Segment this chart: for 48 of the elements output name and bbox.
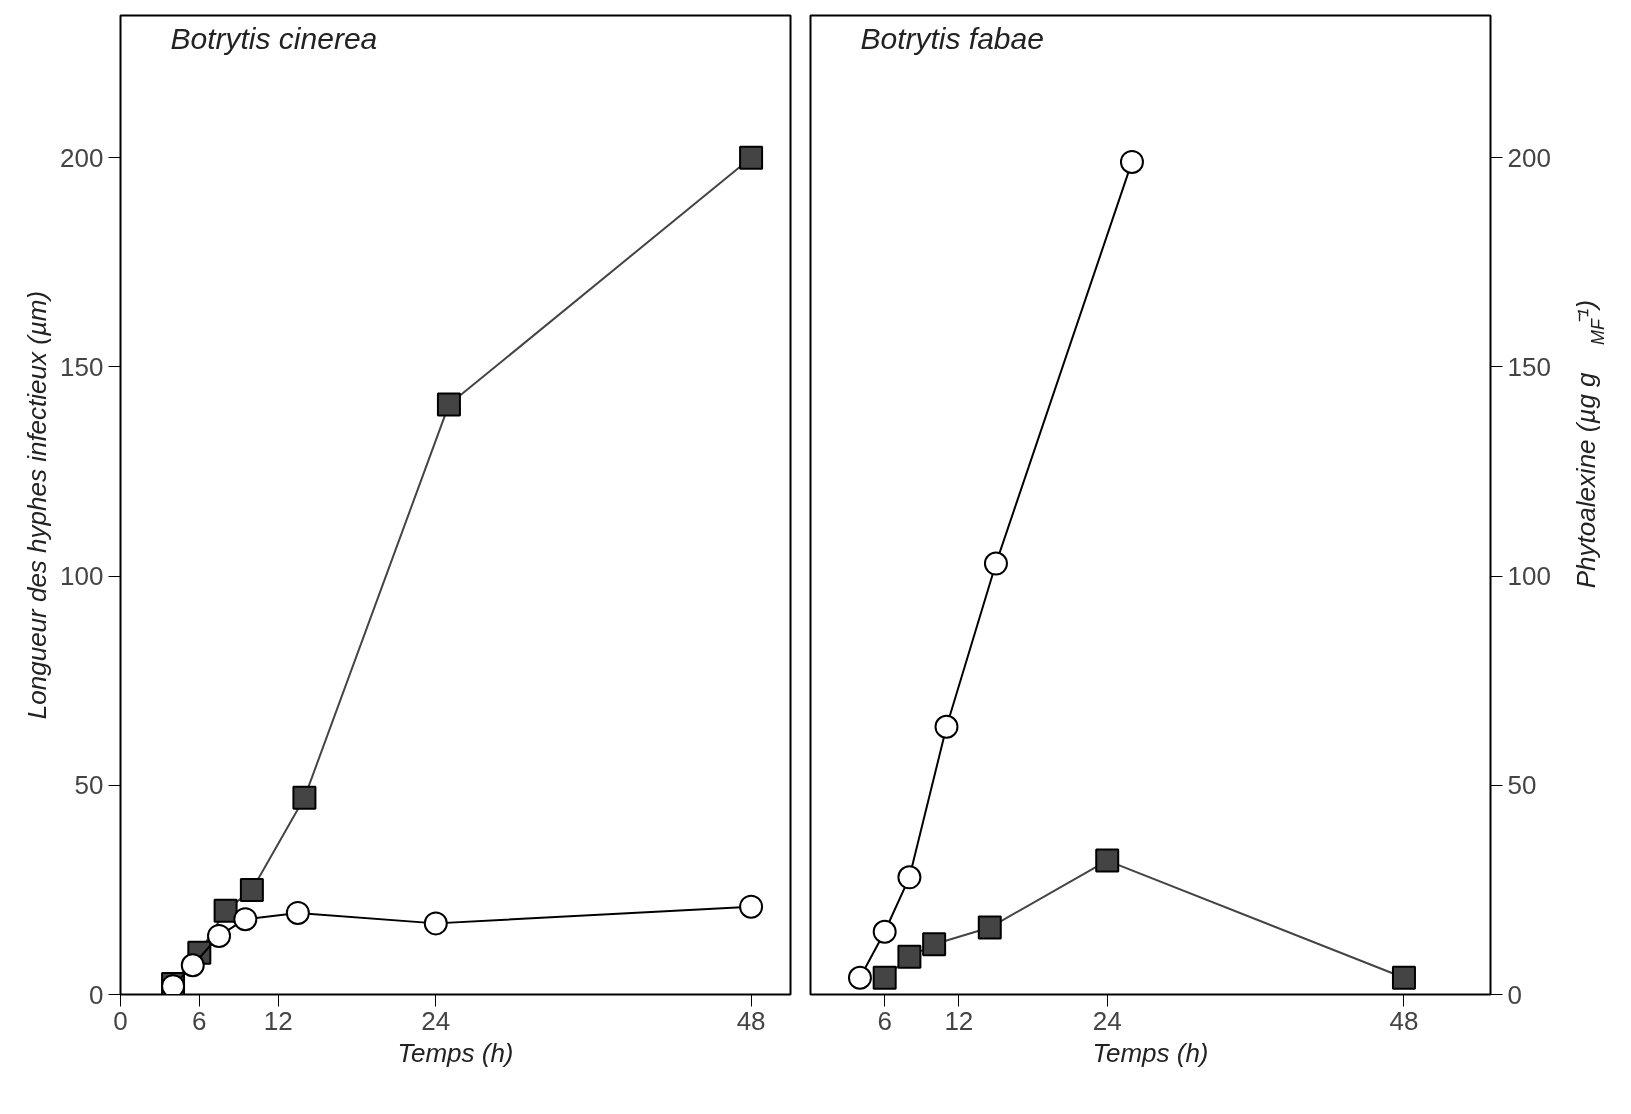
point (739, 894, 764, 919)
y2-axis-title: Phytoalexine (µg gMF⁻¹) (1570, 299, 1608, 589)
point (897, 944, 922, 969)
point (180, 953, 205, 978)
x-axis-title: Temps (h) (1092, 1037, 1209, 1068)
point (922, 932, 947, 957)
point (239, 877, 264, 902)
annotation: Botrytis fabae (860, 21, 1044, 55)
point (872, 919, 897, 944)
point (983, 551, 1008, 576)
y-tick-label: 150 (60, 351, 104, 382)
point (436, 392, 461, 417)
y-tick-label: 0 (89, 979, 104, 1010)
point (423, 911, 448, 936)
point (207, 923, 232, 948)
x-tick-label: 0 (113, 1005, 128, 1036)
x-tick-label: 6 (877, 1005, 892, 1036)
y2-tick-label: 0 (1507, 979, 1522, 1010)
point (977, 915, 1002, 940)
point (1095, 848, 1120, 873)
y-tick-label: 50 (74, 770, 104, 801)
x-tick-label: 6 (192, 1005, 207, 1036)
point (847, 965, 872, 990)
y2-tick-label: 200 (1507, 142, 1551, 173)
annotation: Botrytis cinerea (170, 21, 378, 55)
x-axis-title: Temps (h) (397, 1037, 514, 1068)
y2-tick-label: 50 (1507, 770, 1537, 801)
y-axis-title: Longueur des hyphes infectieux (µm) (22, 290, 53, 720)
point (872, 965, 897, 990)
point (1391, 965, 1416, 990)
point (897, 865, 922, 890)
y2-tick-label: 150 (1507, 351, 1551, 382)
point (213, 898, 238, 923)
x-tick-label: 24 (1092, 1005, 1122, 1036)
y2-tick-label: 100 (1507, 561, 1551, 592)
x-tick-label: 12 (944, 1005, 974, 1036)
x-tick-label: 48 (736, 1005, 766, 1036)
point (1119, 149, 1144, 174)
x-tick-label: 12 (263, 1005, 293, 1036)
point (739, 145, 764, 170)
point (285, 900, 310, 925)
y-tick-label: 200 (60, 142, 104, 173)
y-tick-label: 100 (60, 561, 104, 592)
point (934, 714, 959, 739)
point (233, 907, 258, 932)
x-tick-label: 24 (421, 1005, 451, 1036)
x-tick-label: 48 (1389, 1005, 1419, 1036)
point (292, 785, 317, 810)
